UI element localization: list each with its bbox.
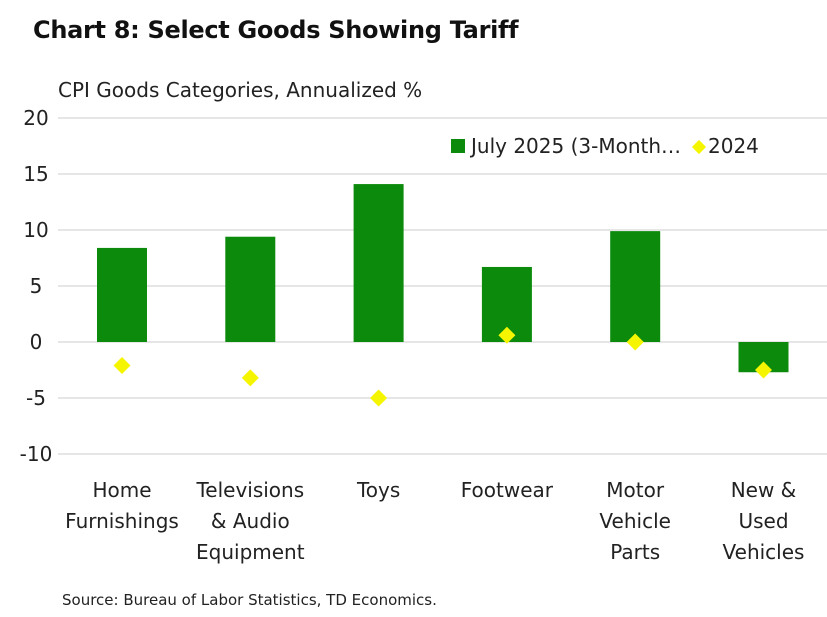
legend-swatch-marker	[691, 139, 707, 155]
marker-point	[113, 357, 131, 375]
markers	[113, 326, 772, 407]
bar	[353, 184, 404, 342]
source-note: Source: Bureau of Labor Statistics, TD E…	[62, 591, 437, 609]
legend-swatch-bar	[451, 139, 465, 153]
legend: July 2025 (3-Month… 2024	[451, 134, 759, 158]
x-category-label: Vehicle	[599, 509, 671, 533]
x-category-label: Toys	[356, 478, 400, 502]
x-category-label: Footwear	[461, 478, 554, 502]
y-tick-label: -5	[26, 386, 46, 410]
y-axis-title: CPI Goods Categories, Annualized %	[58, 78, 423, 102]
x-category-label: Vehicles	[723, 540, 805, 564]
marker-point	[626, 333, 644, 351]
x-category-label: Motor	[606, 478, 665, 502]
y-tick-label: 20	[23, 106, 48, 130]
bar	[610, 231, 661, 342]
x-category-label: Home	[92, 478, 151, 502]
x-category-label: New &	[731, 478, 797, 502]
x-category-label: & Audio	[211, 509, 290, 533]
x-category-label: Parts	[610, 540, 660, 564]
x-category-label: Equipment	[196, 540, 305, 564]
marker-point	[755, 361, 772, 379]
y-tick-label: 5	[30, 274, 43, 298]
legend-label-bar: July 2025 (3-Month…	[469, 134, 681, 158]
y-tick-label: 0	[30, 330, 43, 354]
gridlines	[58, 117, 827, 455]
marker-point	[370, 389, 388, 407]
x-category-label: Used	[738, 509, 788, 533]
y-tick-labels: 20 15 10 5 0 -5 -10	[20, 106, 53, 466]
bars	[97, 184, 789, 373]
x-category-label: Furnishings	[65, 509, 179, 533]
x-category-label: Televisions	[195, 478, 304, 502]
bar	[97, 247, 147, 342]
x-category-labels: Home Furnishings Televisions & Audio Equipme…	[65, 478, 804, 564]
y-tick-label: 15	[23, 162, 48, 186]
y-tick-label: -10	[20, 442, 53, 466]
legend-label-marker: 2024	[708, 134, 759, 158]
marker-point	[241, 369, 259, 387]
marker-point	[498, 326, 516, 344]
y-tick-label: 10	[23, 218, 48, 242]
bar	[225, 236, 276, 342]
chart-title: Chart 8: Select Goods Showing Tariff	[33, 16, 519, 44]
